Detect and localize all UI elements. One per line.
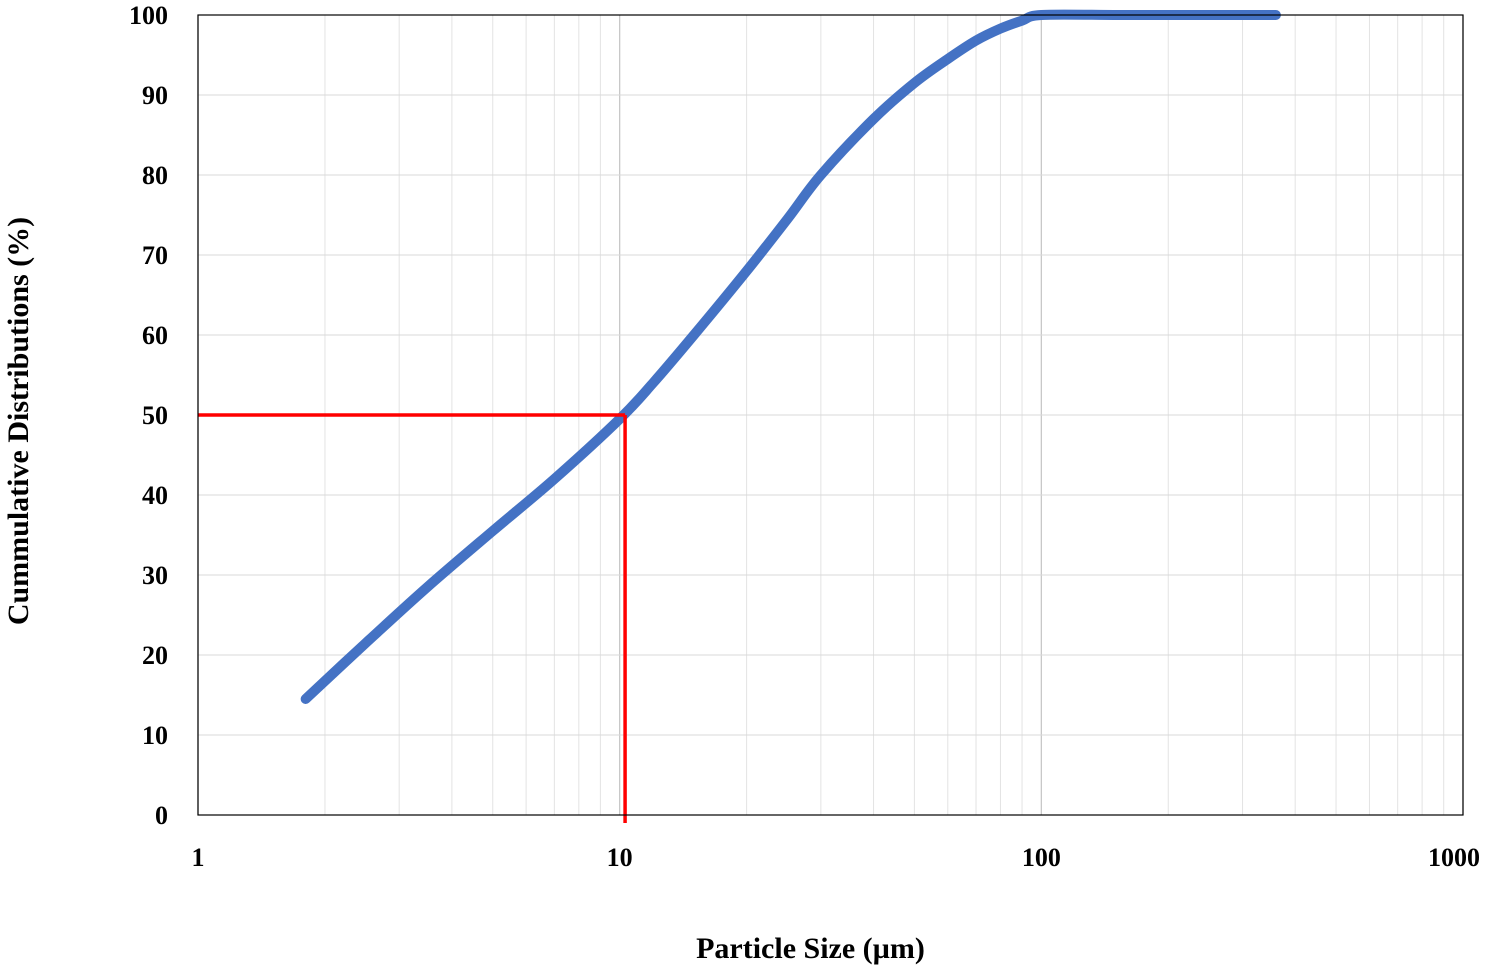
x-tick-label: 1: [192, 843, 205, 872]
y-tick-label: 20: [142, 641, 168, 670]
y-tick-label: 30: [142, 561, 168, 590]
series-line: [300, 9, 1281, 704]
y-tick-label: 40: [142, 481, 168, 510]
x-tick-label: 10: [607, 843, 633, 872]
y-axis-title: Cummulative Distributions (%): [2, 217, 35, 625]
x-tick-label: 1000: [1428, 843, 1480, 872]
y-tick-label: 10: [142, 721, 168, 750]
y-tick-label: 90: [142, 81, 168, 110]
y-tick-label: 100: [129, 1, 168, 30]
y-tick-label: 60: [142, 321, 168, 350]
x-tick-label: 100: [1022, 843, 1061, 872]
plot-area-frame: [197, 14, 1464, 816]
y-tick-label: 70: [142, 241, 168, 270]
y-tick-label: 0: [155, 801, 168, 830]
x-axis-title: Particle Size (µm): [696, 932, 925, 965]
y-tick-label: 80: [142, 161, 168, 190]
y-tick-label: 50: [142, 401, 168, 430]
